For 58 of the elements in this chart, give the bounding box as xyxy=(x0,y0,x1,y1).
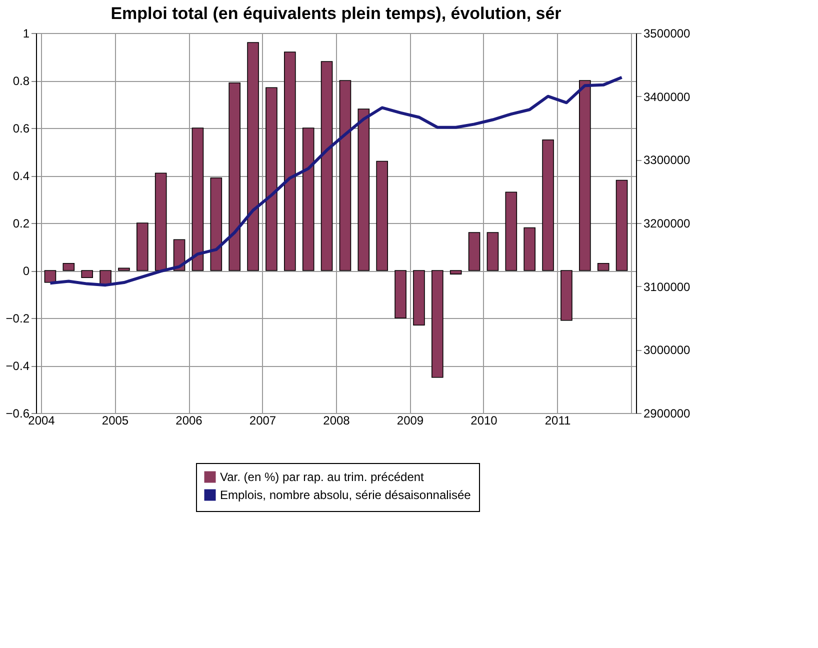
y-tick-label: 0.2 xyxy=(12,216,30,230)
bar xyxy=(560,270,572,321)
x-tick-label: 2006 xyxy=(176,414,203,428)
bar xyxy=(358,108,370,271)
bar xyxy=(228,82,240,271)
x-tick-label: 2005 xyxy=(102,414,129,428)
y-tick-label: 0.8 xyxy=(12,74,30,88)
bar xyxy=(616,180,628,271)
x-tick-label: 2007 xyxy=(249,414,276,428)
y2-tick-label: 2900000 xyxy=(644,406,691,420)
y-tick-label: 0.4 xyxy=(12,169,30,183)
x-tick-label: 2004 xyxy=(28,414,56,428)
bar xyxy=(210,177,222,271)
bar xyxy=(154,172,167,271)
bar xyxy=(118,268,130,271)
y2-tick-label: 3000000 xyxy=(644,343,691,358)
y2-tick-label: 3100000 xyxy=(644,280,691,294)
bar xyxy=(394,270,406,318)
y-tick-label: −0.4 xyxy=(6,359,30,373)
y-tick-label: 1 xyxy=(22,26,30,40)
bar xyxy=(376,160,388,271)
x-tick-label: 2008 xyxy=(323,414,350,428)
bar xyxy=(44,270,56,283)
bar xyxy=(284,52,296,271)
y2-tick-label: 3400000 xyxy=(644,90,691,104)
x-tick-label: 2009 xyxy=(396,414,424,428)
bar xyxy=(81,270,93,278)
bar xyxy=(302,128,314,271)
bar xyxy=(136,222,148,271)
line-series xyxy=(48,76,624,287)
bar xyxy=(192,128,204,271)
bar xyxy=(62,262,75,271)
bar xyxy=(579,80,591,271)
legend-label: Var. (en %) par rap. au trim. précédent xyxy=(220,470,425,484)
bar xyxy=(266,87,278,271)
bar xyxy=(450,270,462,274)
x-tick-label: 2010 xyxy=(470,414,498,428)
bar xyxy=(486,232,499,271)
bar xyxy=(247,42,259,271)
bar xyxy=(432,270,444,378)
y-tick-label: −0.6 xyxy=(6,406,30,420)
bar xyxy=(339,80,352,271)
bar xyxy=(597,262,610,271)
bar xyxy=(524,227,536,271)
bar xyxy=(505,192,518,271)
bar xyxy=(468,232,480,271)
legend-label: Emplois, nombre absolu, série désaisonnalisée xyxy=(220,488,472,502)
y2-tick-label: 3200000 xyxy=(644,216,691,230)
bar xyxy=(542,139,554,271)
y2-tick-label: 3300000 xyxy=(644,153,691,168)
y-tick-label: 0.6 xyxy=(12,122,30,136)
y2-tick-label: 3500000 xyxy=(644,26,691,40)
chart-title: Emploi total (en équivalents plein temps), évolution, sér xyxy=(110,4,562,23)
bar xyxy=(320,61,333,271)
y-tick-label: −0.2 xyxy=(6,312,30,326)
bar xyxy=(413,270,425,326)
x-tick-label: 2011 xyxy=(544,414,571,428)
y-tick-label: 0 xyxy=(22,264,30,278)
